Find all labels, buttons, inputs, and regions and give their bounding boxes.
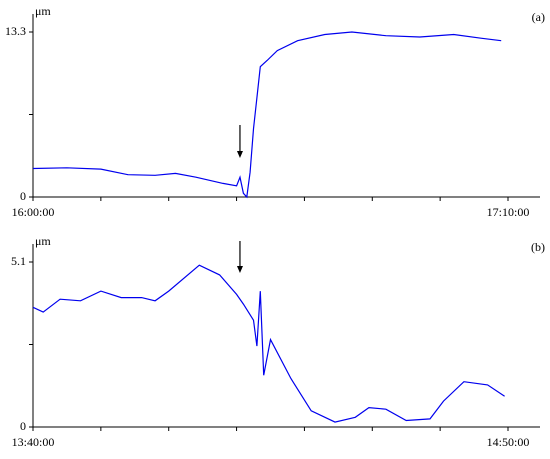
y-axis-label: μm xyxy=(35,4,51,18)
y-axis-label: μm xyxy=(35,234,51,248)
data-line xyxy=(32,264,505,423)
arrow-head xyxy=(236,151,243,158)
data-line xyxy=(32,31,502,199)
panel-label: (a) xyxy=(532,10,545,24)
y-tick-label: 13.3 xyxy=(5,24,26,38)
panel-label: (b) xyxy=(531,240,545,254)
x-tick-label: 13:40:00 xyxy=(12,435,55,449)
x-tick-label: 16:00:00 xyxy=(12,205,55,219)
y-tick-label: 0 xyxy=(20,189,26,203)
arrow-head xyxy=(236,266,243,273)
y-tick-label: 5.1 xyxy=(11,254,26,268)
x-tick-label: 14:50:00 xyxy=(487,435,530,449)
x-tick-label: 17:10:00 xyxy=(487,205,530,219)
y-tick-label: 0 xyxy=(20,419,26,433)
